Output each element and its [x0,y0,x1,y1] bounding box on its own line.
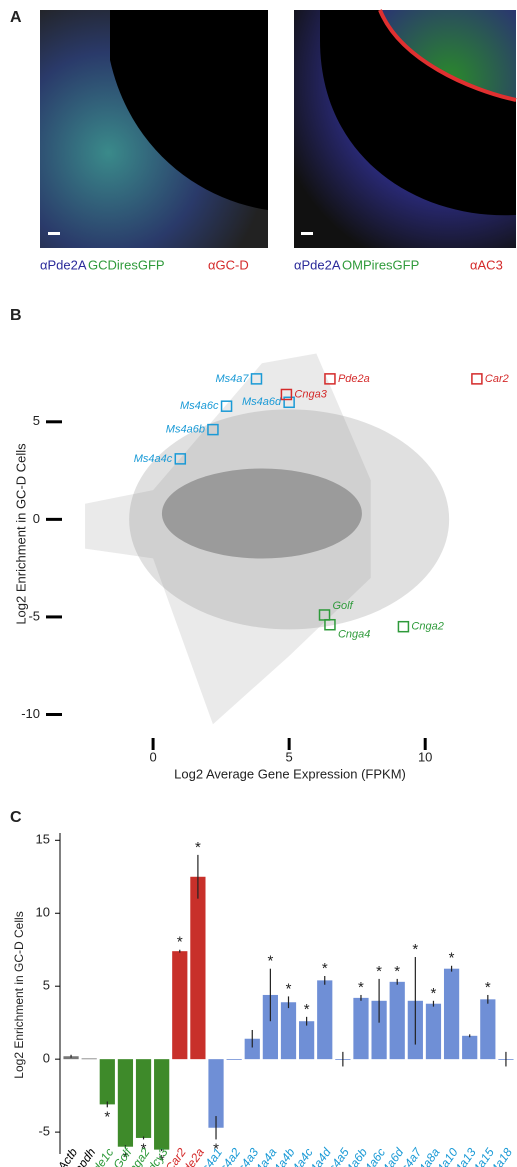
y-axis-label: Log2 Enrichment in GC-D Cells [12,911,26,1078]
point [207,423,219,436]
point [220,400,233,412]
x-tick-label: 10 [418,749,432,764]
point-label: Pde2a [338,373,370,385]
bar [317,980,333,1060]
point-label: Golf [333,600,354,612]
y-tick-label: 15 [36,832,50,847]
caption: αPde2A [294,257,341,272]
bar [135,1059,152,1138]
significance-star: * [412,941,418,958]
y-tick-label: -5 [28,608,40,623]
y-tick-label: 5 [33,413,40,428]
point-label: Ms4a6b [166,424,205,436]
point [397,620,410,633]
background-cloud [85,353,371,725]
bar [353,997,369,1060]
significance-star: * [485,979,491,996]
point-label: Ms4a7 [215,373,249,385]
micrograph [40,10,268,248]
bar [208,1059,224,1128]
point [280,388,293,401]
caption: αGC-D [208,257,249,272]
significance-star: * [322,960,328,977]
significance-star: * [177,934,183,951]
point-label: Cnga2 [411,621,443,633]
bar [443,968,460,1060]
bar [299,1021,315,1060]
significance-star: * [195,839,201,856]
bar [244,1038,260,1060]
caption: αPde2A [40,257,87,272]
significance-star: * [267,953,273,970]
significance-star: * [159,1152,165,1167]
bar [117,1059,134,1147]
y-tick-label: 5 [43,978,50,993]
caption: OMPiresGFP [342,257,419,272]
significance-star: * [122,1149,128,1166]
y-tick-label: 10 [36,905,50,920]
bar [226,1059,242,1060]
significance-star: * [358,979,364,996]
y-tick-label: -5 [38,1124,50,1139]
point [471,373,483,385]
bar [389,981,405,1060]
bar [262,994,278,1060]
significance-star: * [376,963,382,980]
significance-star: * [304,1001,310,1018]
significance-star: * [394,963,400,980]
point [283,396,295,409]
point-label: Cnga4 [338,629,370,641]
point [250,373,263,385]
bar [190,876,206,1060]
bar [172,951,188,1060]
y-axis-label: Log2 Enrichment in GC-D Cells [13,443,28,625]
x-tick-label: 0 [149,749,156,764]
bar [81,1058,97,1060]
point [324,618,336,631]
background-cloud [161,468,362,559]
bar [480,999,496,1060]
bar [371,1000,387,1060]
significance-star: * [104,1108,110,1125]
point-label: Ms4a6c [180,400,219,412]
point-label: Cnga3 [294,388,327,400]
point-label: Ms4a4c [134,453,173,465]
point [324,373,336,385]
background-cloud [129,409,450,630]
bar [154,1059,170,1150]
point-label: Car2 [485,373,509,385]
bar [425,1003,442,1060]
caption: αAC3 [470,257,503,272]
bar [280,1002,297,1060]
point-label: Ms4a6d [242,396,282,408]
bar [462,1035,478,1060]
significance-star: * [286,980,292,997]
significance-star: * [449,950,455,967]
significance-star: * [431,985,437,1002]
panel-label: C [10,809,22,826]
panel-label: A [10,9,22,26]
significance-star: * [141,1140,147,1157]
y-tick-label: -10 [21,706,40,721]
bar [63,1056,79,1060]
bar [99,1059,115,1105]
x-tick-label: 5 [286,749,293,764]
panel-label: B [10,307,22,324]
caption: GCDiresGFP [88,257,165,272]
micrograph [294,9,517,248]
significance-star: * [213,1140,219,1157]
x-axis-label: Log2 Average Gene Expression (FPKM) [174,766,406,781]
point [174,453,187,465]
y-tick-label: 0 [33,511,40,526]
y-tick-label: 0 [43,1051,50,1066]
